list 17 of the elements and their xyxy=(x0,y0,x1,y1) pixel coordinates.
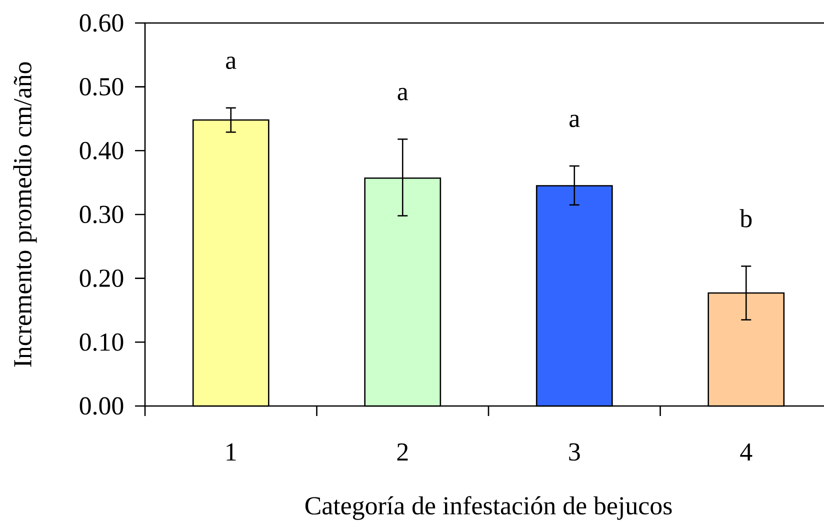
annotation: b xyxy=(740,209,752,228)
x-tick-label: 1 xyxy=(226,443,236,461)
y-tick-label: 0.00 xyxy=(80,397,124,415)
y-tick-label: 0.10 xyxy=(80,333,124,351)
annotation: a xyxy=(226,56,236,70)
y-axis-title: Incremento promedio cm/año xyxy=(13,62,37,367)
annotation: a xyxy=(398,88,408,100)
y-tick-label: 0.30 xyxy=(80,206,124,224)
annotation: a xyxy=(570,114,580,128)
y-tick-label: 0.40 xyxy=(80,142,124,160)
x-tick-label: 4 xyxy=(740,443,752,461)
y-tick-label: 0.20 xyxy=(80,270,124,288)
y-tick-label: 0.50 xyxy=(80,78,124,96)
x-axis-title: Categoría de infestación de bejucos xyxy=(305,496,672,520)
y-tick-label: 0.60 xyxy=(80,14,124,32)
x-tick-label: 3 xyxy=(569,443,580,461)
x-tick-label: 2 xyxy=(397,443,408,461)
